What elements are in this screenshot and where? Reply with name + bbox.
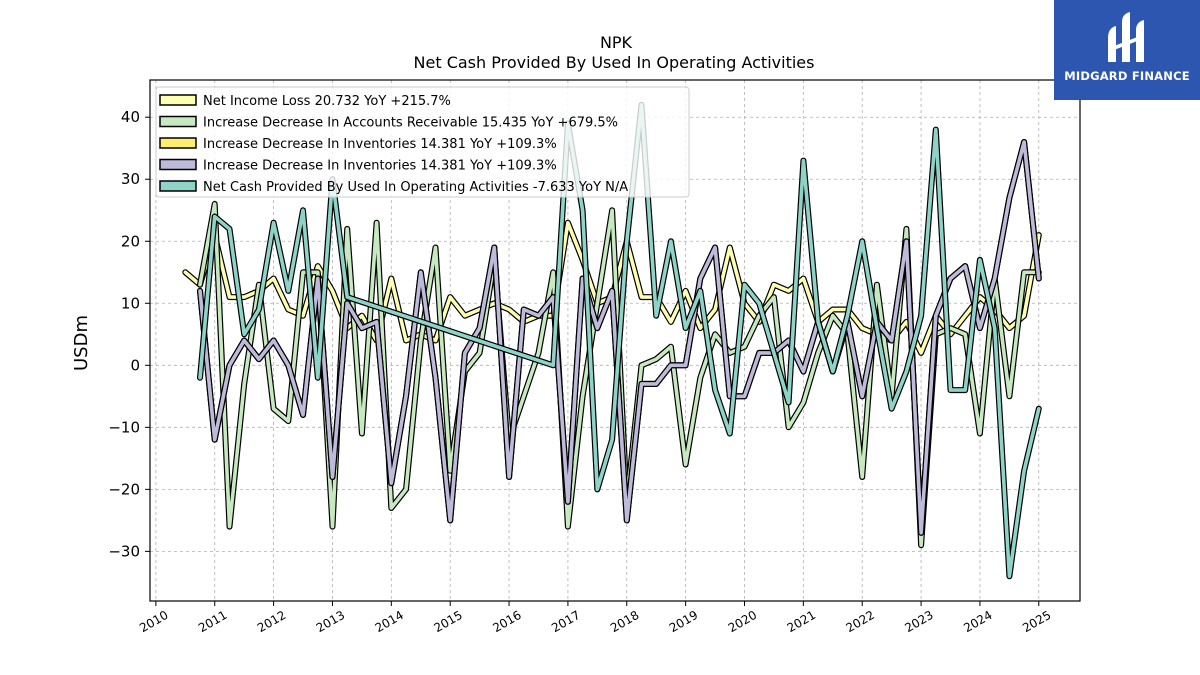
chart-title: Net Cash Provided By Used In Operating A… <box>414 53 815 72</box>
x-tick-label: 2023 <box>902 608 935 635</box>
y-tick-label: −30 <box>108 542 140 560</box>
legend-label: Increase Decrease In Accounts Receivable… <box>203 116 618 131</box>
legend-swatch <box>159 158 197 171</box>
brand-name: MIDGARD FINANCE <box>1064 69 1190 83</box>
series-layer <box>182 101 1042 580</box>
legend-swatch <box>159 115 197 128</box>
chart-ticker: NPK <box>600 33 633 52</box>
legend-box <box>155 86 690 198</box>
x-tick-label: 2020 <box>726 608 759 635</box>
y-tick-label: 0 <box>130 356 140 374</box>
y-tick-label: 40 <box>121 108 140 126</box>
x-tick-label: 2012 <box>255 608 288 635</box>
legend-label: Net Cash Provided By Used In Operating A… <box>203 180 628 195</box>
x-tick-label: 2013 <box>314 608 347 635</box>
legend: Net Income Loss 20.732 YoY +215.7% Increa… <box>155 86 690 198</box>
x-tick-label: 2014 <box>373 608 406 635</box>
brand-mark-icon <box>1108 12 1144 62</box>
y-tick-label: −10 <box>108 418 140 436</box>
legend-label: Net Income Loss 20.732 YoY +215.7% <box>203 94 451 109</box>
x-tick-label: 2021 <box>785 608 818 635</box>
legend-label: Increase Decrease In Inventories 14.381 … <box>203 159 557 174</box>
plot-frame <box>149 79 1081 602</box>
x-tick-label: 2018 <box>608 608 641 635</box>
x-tick-label: 2019 <box>667 608 700 635</box>
legend-label: Increase Decrease In Inventories 14.381 … <box>203 137 557 152</box>
y-tick-label: 30 <box>121 170 140 188</box>
series-4 <box>197 139 1042 536</box>
series-line <box>198 103 1041 579</box>
legend-swatch <box>159 137 197 149</box>
legend-swatch <box>159 180 197 192</box>
y-tick-label: 10 <box>121 294 140 312</box>
x-tick-label: 2022 <box>843 608 876 635</box>
legend-swatch <box>159 94 197 106</box>
y-tick-label: 20 <box>121 232 140 250</box>
x-tick-label: 2024 <box>961 608 994 635</box>
x-tick-label: 2011 <box>196 608 229 635</box>
series-line <box>198 140 1041 535</box>
y-tick-label: −20 <box>108 480 140 498</box>
y-axis-label: USDm <box>71 315 92 371</box>
x-tick-label: 2010 <box>137 608 170 635</box>
x-tick-label: 2025 <box>1020 608 1053 635</box>
x-tick-label: 2017 <box>549 608 582 635</box>
x-tick-label: 2015 <box>431 608 464 635</box>
brand-logo: MIDGARD FINANCE <box>1054 0 1200 100</box>
x-tick-label: 2016 <box>490 608 523 635</box>
series-5 <box>197 101 1042 580</box>
